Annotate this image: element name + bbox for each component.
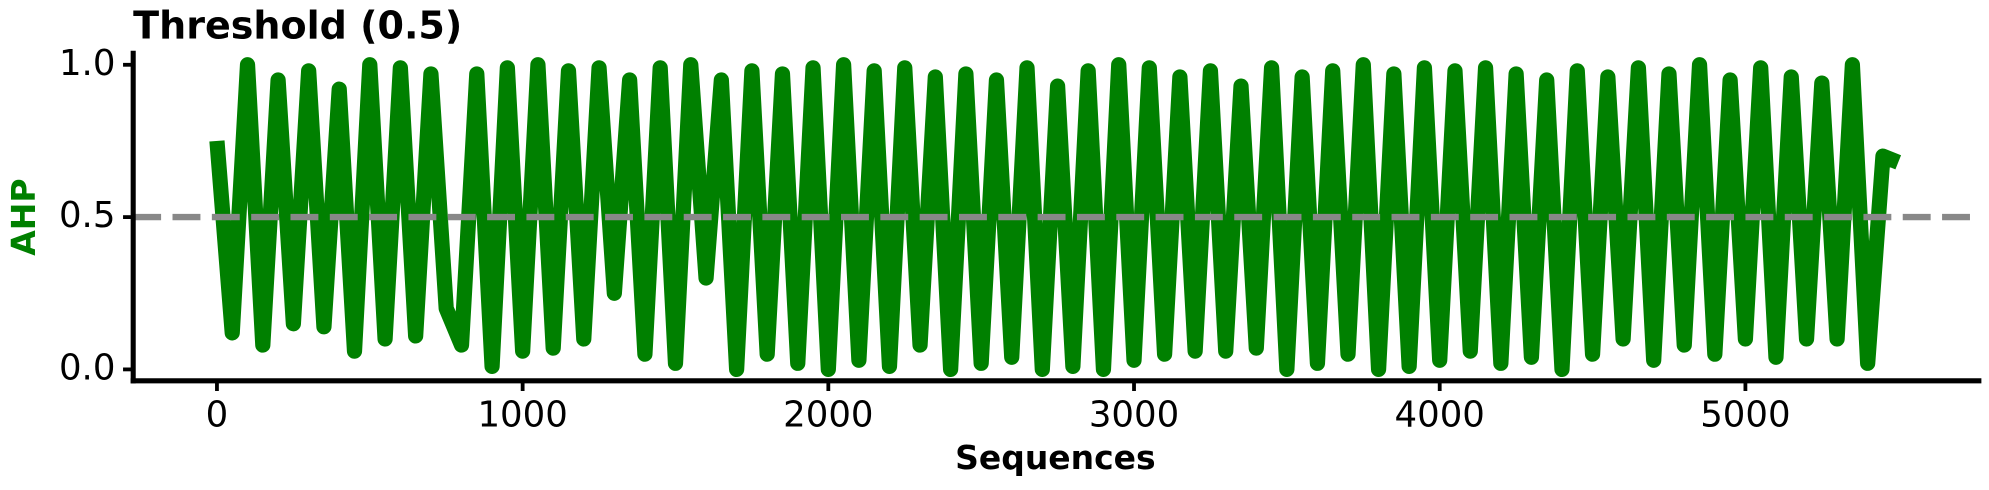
y-tick-label: 0.5 [59, 195, 115, 236]
y-axis-label: AHP [4, 178, 43, 255]
x-axis-label: Sequences [955, 438, 1156, 477]
x-tick-label: 5000 [1700, 394, 1790, 435]
x-tick-label: 0 [206, 394, 229, 435]
x-tick-label: 4000 [1395, 394, 1485, 435]
x-tick-label: 2000 [783, 394, 873, 435]
x-tick-label: 1000 [477, 394, 567, 435]
y-tick-label: 0.0 [59, 347, 115, 388]
y-tick-label: 1.0 [59, 43, 115, 84]
x-tick-label: 3000 [1089, 394, 1179, 435]
data-line [209, 57, 1902, 378]
chart-title: Threshold (0.5) [133, 3, 462, 47]
